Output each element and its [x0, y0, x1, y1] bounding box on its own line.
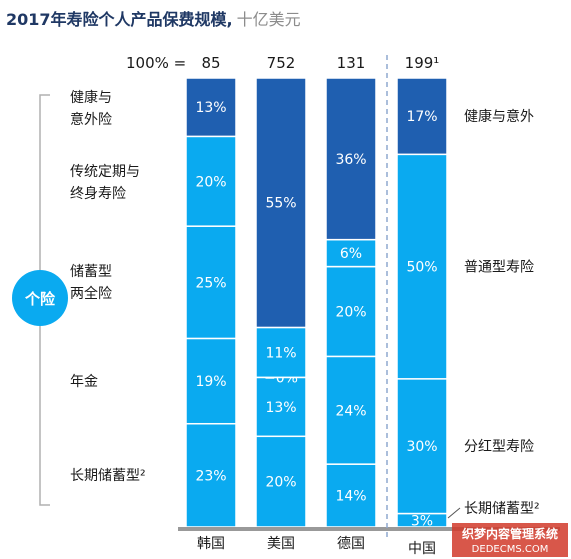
left-category-label: 传统定期与: [70, 164, 140, 180]
category-label: 韩国: [197, 536, 225, 552]
left-category-label: 长期储蓄型²: [70, 468, 146, 484]
bar-segment: [255, 435, 307, 528]
right-category-label: 健康与意外: [464, 108, 534, 125]
segment-value-label: 30%: [406, 439, 437, 455]
chart-title: 2017年寿险个人产品保费规模, 十亿美元: [6, 10, 301, 29]
segment-value-label: 13%: [195, 100, 226, 116]
left-category-label: 储蓄型: [70, 264, 112, 280]
segment-value-label: 6%: [340, 246, 362, 262]
segment-value-label: 19%: [195, 374, 226, 390]
segment-value-label: 24%: [335, 403, 366, 419]
left-category-label: 年金: [70, 374, 98, 390]
segment-value-label: 36%: [335, 152, 366, 168]
bar-segment: [185, 77, 237, 138]
left-category-label: 意外险: [70, 111, 112, 128]
leader-line: [447, 507, 461, 519]
bar-segment: [185, 135, 237, 227]
bar-segment: [185, 337, 237, 425]
chart-title-unit: 十亿美元: [237, 10, 301, 29]
segment-value-label: 55%: [265, 196, 296, 212]
right-category-label: 分红型寿险: [464, 438, 534, 455]
segment-value-label: 50%: [406, 260, 437, 276]
bar-segment: [396, 378, 448, 515]
bar-segment: [325, 238, 377, 268]
bar-segment: [396, 77, 448, 156]
segment-value-label: 13%: [265, 400, 296, 416]
watermark-box: [452, 523, 568, 557]
bar-segment: [325, 355, 377, 465]
category-label: 美国: [267, 536, 295, 552]
segment-value-label: 25%: [195, 275, 226, 291]
badge-label: 个险: [24, 290, 56, 308]
segment-value-label: 14%: [335, 489, 366, 505]
zero-tick: −: [264, 370, 276, 386]
segment-value-label: 17%: [406, 109, 437, 125]
right-category-label: 长期储蓄型²: [464, 501, 540, 517]
segment-value-label: 3%: [411, 513, 433, 529]
bar-segment: [325, 463, 377, 528]
badge-circle: [12, 270, 68, 326]
x-axis-category-labels: 韩国 美国 德国 中国: [197, 536, 436, 557]
bar-segment: [325, 77, 377, 241]
category-label: 中国: [408, 541, 436, 557]
watermark-line1: 织梦内容管理系统: [462, 526, 558, 541]
segment-value-label: 20%: [265, 475, 296, 491]
bar-segment: [185, 225, 237, 340]
bar-totals: 85 752 131 199¹: [201, 54, 439, 72]
segment-value-label: 20%: [195, 174, 226, 190]
individual-insurance-bracket: 个险: [12, 94, 68, 506]
bar-total: 131: [337, 54, 366, 72]
segment-value-label: 11%: [265, 345, 296, 361]
right-category-label: 普通型寿险: [464, 259, 534, 276]
segment-value-label: 20%: [335, 304, 366, 320]
bar-total: 752: [267, 54, 296, 72]
bar-segment: [396, 153, 448, 380]
watermark: 织梦内容管理系统 DEDECMS.COM: [452, 523, 568, 557]
bar-segment: [185, 422, 237, 528]
bar-segment: [255, 376, 307, 438]
left-category-label: 健康与: [70, 89, 112, 106]
total-prefix: 100% =: [126, 54, 186, 72]
bar-segment: [325, 265, 377, 358]
watermark-line2: DEDECMS.COM: [472, 544, 549, 555]
left-category-label: 两全险: [70, 285, 112, 302]
segment-value-label: 23%: [195, 468, 226, 484]
chart-title-main: 2017年寿险个人产品保费规模,: [6, 10, 233, 29]
category-label: 德国: [337, 536, 365, 552]
bar-total: 85: [201, 54, 220, 72]
stacked-bars: 23%19%25%20%13%20%13%−0%11%55%14%24%20%6…: [178, 55, 560, 540]
bar-total: 199¹: [405, 54, 440, 72]
bar-segment: [255, 326, 307, 379]
left-category-label: 终身寿险: [70, 185, 126, 202]
bar-segment: [255, 77, 307, 329]
